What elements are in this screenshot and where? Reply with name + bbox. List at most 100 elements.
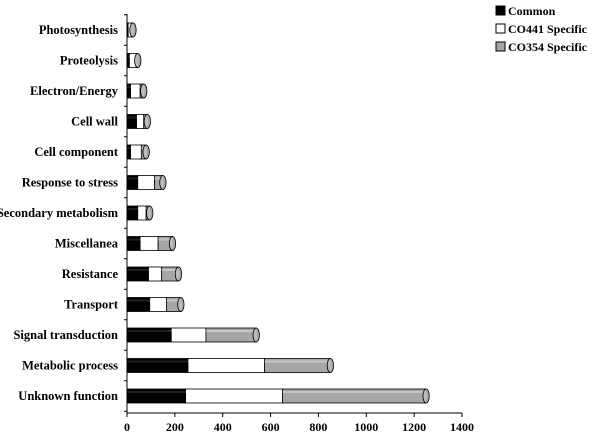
bar-segment-highlight xyxy=(127,55,130,58)
x-tick-labels: 0 200 400 600 800 1000 1200 1400 xyxy=(124,420,474,432)
category-label-response-to-stress: Response to stress xyxy=(22,176,118,190)
category-label-proteolysis: Proteolysis xyxy=(60,54,118,68)
legend-swatch-co354-specific xyxy=(495,41,506,52)
bar-secondary-metabolism xyxy=(126,205,154,221)
bar-metabolic-process xyxy=(126,358,334,373)
bar-segment-highlight xyxy=(148,269,162,271)
bar-end-cap-shine xyxy=(178,298,182,311)
bar-segment-highlight xyxy=(127,86,131,88)
bar-photosynthesis xyxy=(126,22,137,38)
bar-segment-highlight xyxy=(137,177,155,180)
category-label-photosynthesis: Photosynthesis xyxy=(39,23,118,37)
bar-unknown-function xyxy=(126,388,430,404)
bar-segment-highlight xyxy=(130,86,141,88)
x-tick-label: 800 xyxy=(309,420,327,432)
bar-end-cap xyxy=(146,205,154,221)
bar-end-cap-shine xyxy=(143,146,148,158)
bar-segment-highlight xyxy=(129,55,137,58)
bar-end-cap xyxy=(134,53,142,68)
bar-segment-highlight xyxy=(282,391,427,393)
legend-swatch-common xyxy=(495,5,506,16)
bar-segment-highlight xyxy=(137,208,147,210)
category-label-unknown-function: Unknown function xyxy=(18,389,118,403)
x-tick-label: 0 xyxy=(124,420,130,432)
bar-segment-highlight xyxy=(127,330,172,332)
bar-end-cap xyxy=(129,22,137,38)
bar-end-cap-shine xyxy=(423,390,428,402)
bar-end-cap xyxy=(422,388,430,404)
bar-resistance xyxy=(126,266,183,282)
category-label-cell-wall: Cell wall xyxy=(71,115,118,129)
bar-end-cap xyxy=(177,297,185,312)
bar-segment-highlight xyxy=(127,208,138,210)
bar-segment-highlight xyxy=(136,116,144,119)
bar-segment-highlight xyxy=(127,360,189,363)
bar-end-cap xyxy=(159,175,167,190)
bar-segment-highlight xyxy=(127,177,138,180)
legend-label-common: Common xyxy=(508,4,556,18)
bar-end-cap xyxy=(168,236,177,251)
legend: Common CO441 Specific CO354 Specific xyxy=(495,4,588,54)
bar-electron-energy xyxy=(126,83,148,99)
bar-segment-highlight xyxy=(161,269,179,271)
bar-response-to-stress xyxy=(126,175,167,190)
bar-segment-highlight xyxy=(127,299,150,302)
x-tick-label: 600 xyxy=(262,420,280,432)
bar-end-cap-shine xyxy=(253,329,258,341)
bar-end-cap-shine xyxy=(130,24,134,36)
bar-segment-highlight xyxy=(127,147,131,149)
x-tick-label: 1000 xyxy=(354,420,378,432)
bars xyxy=(126,22,430,404)
category-labels: Photosynthesis Proteolysis Electron/Energy… xyxy=(0,23,119,403)
legend-swatch-co441-specific xyxy=(495,23,506,34)
bar-segment-highlight xyxy=(127,25,129,27)
bar-segment-highlight xyxy=(149,299,167,302)
bar-segment-highlight xyxy=(205,330,257,332)
bar-segment-highlight xyxy=(154,177,163,180)
bar-end-cap-shine xyxy=(175,268,180,280)
bar-end-cap-shine xyxy=(147,207,151,219)
category-label-miscellanea: Miscellanea xyxy=(55,237,119,251)
bar-end-cap-shine xyxy=(144,115,149,128)
bar-segment-highlight xyxy=(166,299,181,302)
bar-miscellanea xyxy=(126,236,177,251)
bar-transport xyxy=(126,297,185,312)
bar-segment-highlight xyxy=(127,269,149,271)
bar-end-cap-shine xyxy=(160,176,164,189)
bar-segment-highlight xyxy=(127,391,186,393)
bar-segment-highlight xyxy=(264,360,331,363)
x-tick-label: 200 xyxy=(166,420,184,432)
category-label-cell-component: Cell component xyxy=(34,145,119,159)
bar-segment-highlight xyxy=(185,391,283,393)
category-label-signal-transduction: Signal transduction xyxy=(13,328,118,342)
bar-segment-highlight xyxy=(127,116,137,119)
category-label-secondary-metabolism: Secondary metabolism xyxy=(0,206,119,220)
legend-label-co354-specific: CO354 Specific xyxy=(508,40,588,54)
bar-signal-transduction xyxy=(126,327,260,343)
x-tick-label: 1400 xyxy=(450,420,474,432)
bar-segment-highlight xyxy=(158,238,173,241)
bar-end-cap xyxy=(142,144,150,160)
bar-end-cap-shine xyxy=(135,54,139,67)
legend-label-co441-specific: CO441 Specific xyxy=(508,22,588,36)
category-label-metabolic-process: Metabolic process xyxy=(22,359,118,373)
bar-cell-wall xyxy=(126,114,151,129)
bar-proteolysis xyxy=(126,53,142,68)
bar-end-cap-shine xyxy=(327,359,332,372)
bar-segment-highlight xyxy=(188,360,265,363)
x-tick-label: 400 xyxy=(214,420,232,432)
bar-end-cap xyxy=(326,358,334,373)
bar-end-cap xyxy=(140,83,148,99)
bar-segment-highlight xyxy=(140,238,159,241)
bar-segment-highlight xyxy=(171,330,206,332)
category-label-electron-energy: Electron/Energy xyxy=(30,84,119,98)
bar-end-cap-shine xyxy=(169,237,174,250)
bar-end-cap xyxy=(143,114,151,129)
bar-end-cap xyxy=(252,327,260,343)
x-tick-label: 1200 xyxy=(402,420,426,432)
category-label-transport: Transport xyxy=(64,298,119,312)
bar-end-cap-shine xyxy=(141,85,145,97)
bar-segment-highlight xyxy=(130,147,142,149)
bar-segment-highlight xyxy=(127,238,141,241)
